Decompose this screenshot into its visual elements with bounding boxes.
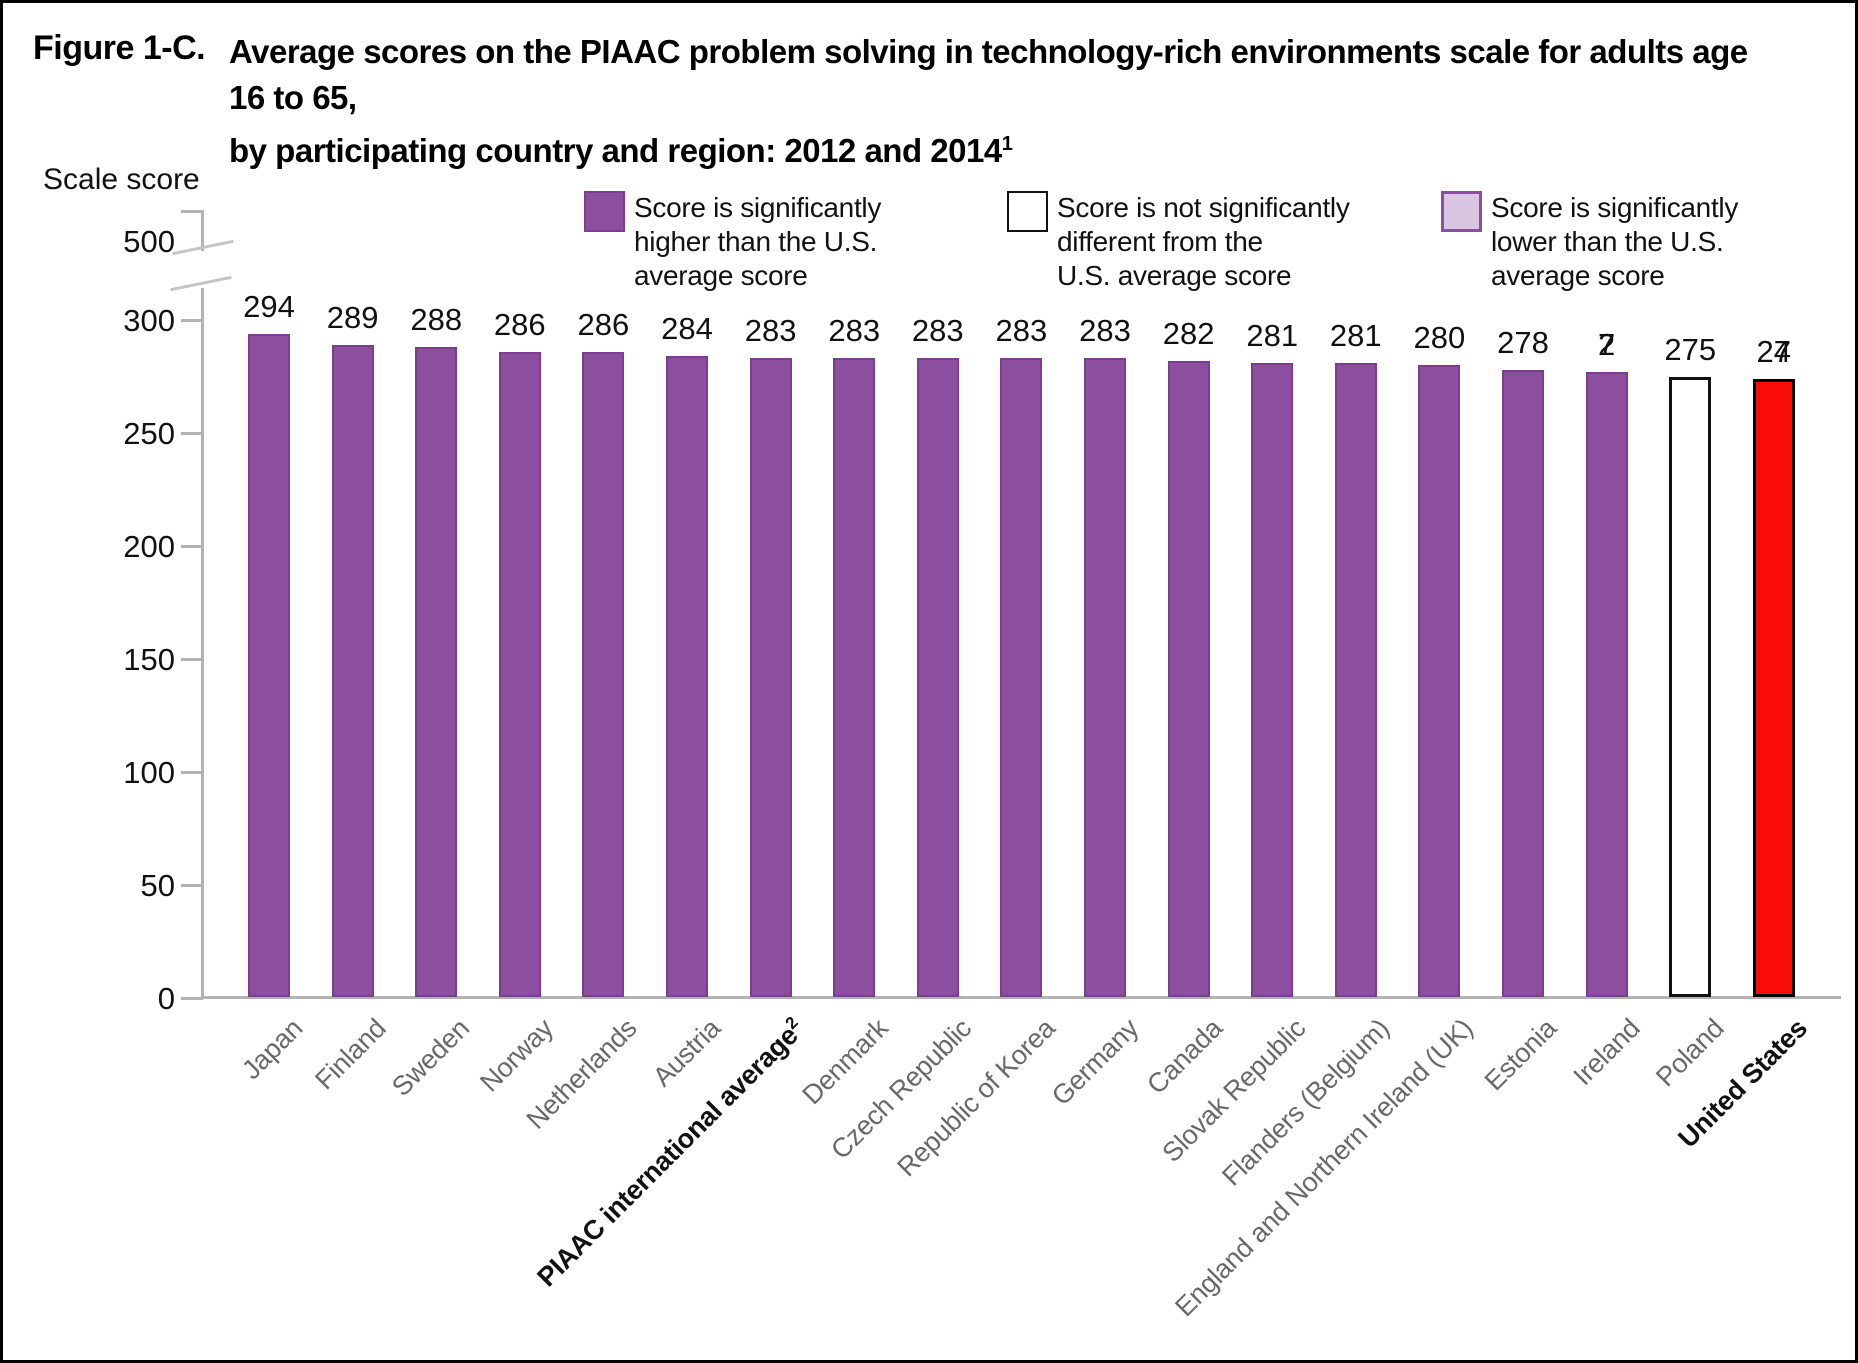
x-label-england-and-northern-ireland-uk: England and Northern Ireland (UK) xyxy=(1169,1013,1479,1323)
value-label-japan: 294 xyxy=(243,288,295,324)
x-label-japan: Japan xyxy=(236,1013,309,1086)
y-tick-label-300: 300 xyxy=(123,303,175,338)
x-label-republic-of-korea: Republic of Korea xyxy=(891,1013,1061,1183)
bar-piaac-international-average xyxy=(749,358,792,997)
legend-label-lower: Score is significantly lower than the U.S… xyxy=(1491,192,1739,291)
y-axis-segment-main xyxy=(201,288,204,998)
bar-poland xyxy=(1669,376,1712,997)
bar-austria xyxy=(666,356,708,997)
legend-item-lower: Score is significantly lower than the U.S… xyxy=(1441,191,1738,293)
value-label-germany: 283 xyxy=(1079,313,1131,349)
value-label-austria: 284 xyxy=(661,311,713,347)
value-label-united-states: 27 4 xyxy=(1756,333,1792,369)
figure-header: Figure 1-C. Average scores on the PIAAC … xyxy=(33,29,1789,174)
y-tick-label-100: 100 xyxy=(123,755,175,790)
y-tick-0 xyxy=(181,996,203,1000)
value-label-czech-republic: 283 xyxy=(911,313,964,349)
y-axis-title: Scale score xyxy=(43,163,200,196)
legend-item-neutral: Score is not significantly different from… xyxy=(1007,191,1350,293)
bar-norway xyxy=(498,351,541,997)
bar-republic-of-korea xyxy=(1000,358,1043,997)
y-tick-250 xyxy=(181,431,203,435)
bar-united-states xyxy=(1752,378,1795,997)
value-label-denmark: 283 xyxy=(828,313,881,349)
y-axis-top-tick xyxy=(181,210,203,213)
legend-item-higher: Score is significantly higher than the U.… xyxy=(584,191,881,293)
bar-ireland xyxy=(1585,371,1628,997)
y-tick-label-200: 200 xyxy=(123,529,175,564)
value-label-finland: 289 xyxy=(326,299,379,335)
y-tick-label-150: 150 xyxy=(123,642,175,677)
legend-label-higher: Score is significantly higher than the U.… xyxy=(634,192,882,291)
bar-sweden xyxy=(415,347,458,997)
y-tick-300 xyxy=(181,318,203,322)
value-label-estonia: 278 xyxy=(1497,324,1549,360)
value-label-netherlands: 286 xyxy=(577,306,630,342)
figure-title: Average scores on the PIAAC problem solv… xyxy=(229,29,1789,174)
y-axis-segment-top xyxy=(201,210,204,251)
bar-flanders-belgium xyxy=(1334,362,1377,997)
bar-czech-republic xyxy=(916,358,959,997)
x-label-footnote-marker: 2 xyxy=(782,1013,803,1033)
value-label-slovak-republic: 281 xyxy=(1246,317,1299,353)
bar-netherlands xyxy=(582,351,625,997)
value-label-sweden: 288 xyxy=(410,302,463,338)
bar-germany xyxy=(1084,358,1126,997)
value-label-canada: 282 xyxy=(1162,315,1215,351)
value-label-piaac-international-average: 283 xyxy=(744,313,797,349)
bar-denmark xyxy=(833,358,876,997)
y-tick-label-50: 50 xyxy=(140,868,175,903)
y-tick-200 xyxy=(181,544,203,548)
y-tick-label-500: 500 xyxy=(123,224,175,259)
x-label-finland: Finland xyxy=(309,1013,392,1096)
x-label-estonia: Estonia xyxy=(1478,1013,1563,1097)
figure-number: Figure 1-C. xyxy=(33,29,206,67)
legend-label-neutral: Score is not significantly different from… xyxy=(1057,192,1350,291)
y-tick-150 xyxy=(181,657,203,661)
value-label-norway: 286 xyxy=(493,306,546,342)
figure-title-line2: by participating country and region: 201… xyxy=(229,132,1002,169)
figure-title-line1: Average scores on the PIAAC problem solv… xyxy=(229,33,1748,116)
y-tick-label-0: 0 xyxy=(157,981,175,1016)
value-label-poland: 275 xyxy=(1664,331,1717,367)
y-tick-100 xyxy=(181,770,203,774)
x-label-germany: Germany xyxy=(1045,1013,1145,1112)
x-label-slovak-republic: Slovak Republic xyxy=(1156,1013,1312,1168)
value-label-flanders-belgium: 281 xyxy=(1329,317,1382,353)
title-footnote-marker: 1 xyxy=(1001,133,1013,155)
bar-slovak-republic xyxy=(1251,362,1294,997)
value-label-republic-of-korea: 283 xyxy=(995,313,1048,349)
x-axis-line xyxy=(201,996,1841,999)
x-label-sweden: Sweden xyxy=(386,1013,476,1102)
value-label-england-and-northern-ireland-uk: 280 xyxy=(1413,320,1466,356)
y-tick-label-250: 250 xyxy=(123,416,175,451)
x-label-ireland: Ireland xyxy=(1567,1013,1646,1092)
bar-finland xyxy=(331,344,374,997)
bar-japan xyxy=(248,333,290,997)
bar-estonia xyxy=(1502,369,1544,997)
bar-england-and-northern-ireland-uk xyxy=(1418,365,1461,997)
bar-canada xyxy=(1167,360,1210,997)
legend-swatch-neutral xyxy=(1007,191,1048,232)
x-label-poland: Poland xyxy=(1650,1013,1730,1093)
legend-swatch-lower xyxy=(1441,191,1482,232)
x-label-austria: Austria xyxy=(647,1013,727,1093)
y-tick-50 xyxy=(181,883,203,887)
legend-swatch-higher xyxy=(584,191,625,232)
